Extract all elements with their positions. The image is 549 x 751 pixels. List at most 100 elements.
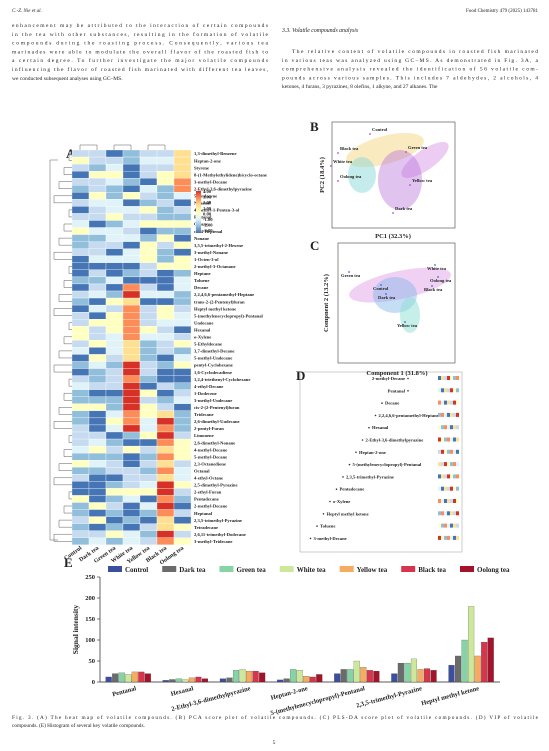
x-tick-label: Heptan-2-one <box>270 685 309 702</box>
heatmap-cell <box>71 297 90 306</box>
heatmap-cell <box>88 452 107 461</box>
heatmap-cell <box>88 262 107 270</box>
vip-cell <box>438 499 441 503</box>
vip-cell <box>438 425 441 430</box>
heatmap-cell <box>71 326 90 334</box>
vip-cell <box>444 400 447 405</box>
heatmap-cell <box>139 467 158 475</box>
vip-cell <box>450 412 453 417</box>
vip-point <box>348 463 351 466</box>
heatmap-cell <box>105 234 124 242</box>
heatmap-cell <box>122 248 141 256</box>
heatmap-cell <box>88 234 107 242</box>
legend-label: White tea <box>297 566 326 574</box>
heatmap-cell <box>105 269 124 278</box>
heatmap-cell <box>156 269 175 278</box>
heatmap-cell <box>105 389 124 397</box>
heatmap-cell <box>88 276 107 285</box>
heatmap-cell <box>173 417 192 426</box>
group-ellipse <box>346 132 424 168</box>
heatmap-cell <box>88 389 107 397</box>
x-tick-label: Heptyl methyl ketone <box>421 685 480 707</box>
heatmap-cell <box>156 445 175 454</box>
heatmap-cell <box>71 255 90 263</box>
heatmap-cell <box>156 304 175 313</box>
heatmap-cell <box>105 290 124 299</box>
heatmap-cell <box>71 262 90 270</box>
vip-cell <box>456 462 459 467</box>
heatmap-cell <box>88 467 107 475</box>
vip-cell <box>441 376 444 380</box>
heatmap-cell <box>105 474 124 482</box>
heatmap-cell <box>88 523 107 531</box>
bar <box>303 676 310 683</box>
heatmap-cell <box>173 431 192 440</box>
heatmap-cell <box>122 269 141 278</box>
heatmap-cell <box>173 481 192 489</box>
heatmap-cell <box>173 290 192 299</box>
heatmap-cell <box>122 417 141 426</box>
bar <box>455 655 462 683</box>
heatmap-cell <box>88 516 107 524</box>
heatmap-cell <box>173 375 192 383</box>
vip-cell <box>447 511 450 516</box>
bar <box>290 669 297 683</box>
vip-cell <box>447 499 450 503</box>
heatmap-cell <box>173 460 192 468</box>
vip-cell <box>450 511 453 516</box>
compound-label: pentyl-Cyclohexane <box>194 363 233 368</box>
vip-cell <box>444 449 447 454</box>
legend-swatch <box>162 566 177 572</box>
heatmap-cell <box>173 234 192 242</box>
heatmap-cell <box>139 163 158 172</box>
heatmap-cell <box>105 347 124 355</box>
heatmap-cell <box>139 389 158 397</box>
heatmap-cell <box>139 178 158 186</box>
vip-cell <box>438 400 441 405</box>
bar <box>131 671 138 683</box>
heatmap-cell <box>122 333 141 341</box>
compound-label: 2,6-dimethyl-Nonane <box>194 440 235 445</box>
scale-label: 4.00 <box>203 189 212 194</box>
compound-label: Nonanal <box>194 201 211 206</box>
bar <box>182 679 189 683</box>
compound-label: Tridecane <box>194 412 214 417</box>
heatmap-cell <box>88 361 107 369</box>
vip-cell <box>447 486 450 491</box>
vip-cell <box>453 474 456 479</box>
heatmap-cell <box>122 354 141 362</box>
vip-point <box>335 488 338 491</box>
vip-cell <box>441 388 444 393</box>
bar <box>246 670 253 683</box>
compound-label: Heptyl methyl ketone <box>194 306 236 311</box>
heatmap-cell <box>88 206 107 214</box>
heatmap-cell <box>88 297 107 306</box>
heatmap-cell <box>105 410 124 419</box>
heatmap-cell <box>156 481 175 489</box>
heatmap-cell <box>156 311 175 320</box>
heatmap-cell <box>173 389 192 397</box>
heatmap-cell <box>71 227 90 235</box>
vip-cell <box>441 499 444 503</box>
body-line: a certain degree. To further investigate… <box>12 57 268 64</box>
bar <box>347 669 354 683</box>
heatmap-cell <box>156 438 175 447</box>
y-tick-label: 150 <box>85 616 95 623</box>
heatmap-cell <box>139 438 158 447</box>
heatmap-cell <box>71 283 90 292</box>
heatmap-cell <box>139 234 158 242</box>
vip-cell <box>444 511 447 516</box>
heatmap-cell <box>88 178 107 186</box>
heatmap-cell <box>156 417 175 426</box>
heatmap-cell <box>105 185 124 193</box>
compound-label: 2,6,11-trimethyl-Dodecane <box>194 532 246 537</box>
vip-cell <box>444 499 447 503</box>
legend-label: Black tea <box>418 566 446 574</box>
heatmap-cell <box>88 199 107 207</box>
heatmap-cell <box>156 227 175 235</box>
scale-label: 2.00 <box>203 200 212 205</box>
heatmap-cell <box>173 156 192 165</box>
vip-cell <box>450 474 453 479</box>
vip-cell <box>441 437 444 442</box>
heatmap-cell <box>122 199 141 207</box>
